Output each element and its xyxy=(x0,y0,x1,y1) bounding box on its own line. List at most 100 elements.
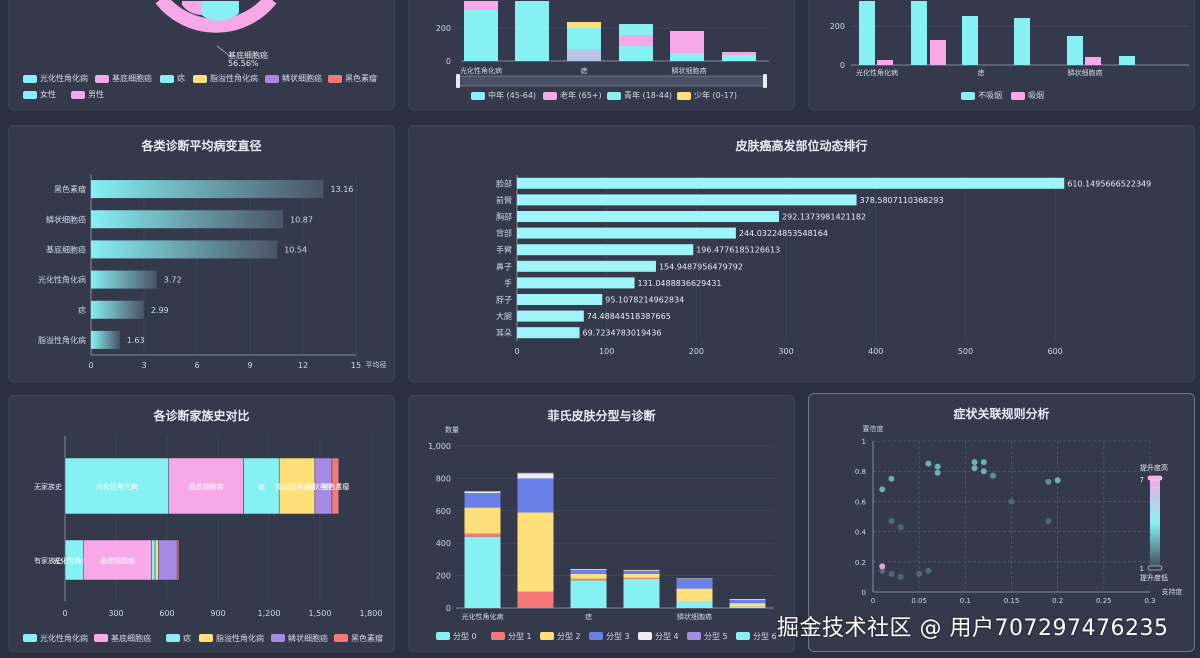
bar xyxy=(517,177,1065,189)
value-label: 244.03224853548164 xyxy=(739,229,828,238)
legend-swatch xyxy=(94,634,108,642)
bar xyxy=(859,1,875,65)
legend-label: 分型 5 xyxy=(704,632,728,641)
bar-segment xyxy=(570,580,607,608)
legend-item[interactable]: 中年 (45-64) xyxy=(471,90,536,101)
category-label: 有家族史 xyxy=(34,556,62,565)
scatter-point xyxy=(879,563,886,570)
bar xyxy=(1085,57,1101,65)
value-label: 13.16 xyxy=(330,185,353,194)
bar-segment xyxy=(623,570,660,574)
bar-segment xyxy=(729,599,766,600)
bar-segment xyxy=(670,31,704,53)
bar xyxy=(91,240,278,259)
legend-swatch xyxy=(491,632,505,640)
legend-item[interactable]: 基底细胞癌 xyxy=(95,73,152,84)
age-group-panel: 200 0 光化性角化病 痣 鳞状细胞癌 中年 (45-64) 老年 (65+)… xyxy=(408,0,795,110)
legend-item[interactable]: 不吸烟 xyxy=(961,90,1002,101)
legend-label: 分型 1 xyxy=(508,632,532,641)
x-tick: 12 xyxy=(298,361,308,370)
x-tick: 1,800 xyxy=(360,609,383,618)
bar xyxy=(517,211,780,222)
bar-segment xyxy=(158,539,178,581)
x-tick: 鳞状细胞癌 xyxy=(677,612,712,621)
assoc-rules-chart: 0 0.05 0.1 0.15 0.2 0.25 0.3 0 0.2 0.4 0.6 0.8 1 置信度支… xyxy=(855,424,1183,605)
y-tick: 200 xyxy=(436,572,451,581)
legend-swatch xyxy=(543,91,557,100)
bar-segment xyxy=(567,49,601,61)
value-label: 3.72 xyxy=(164,276,182,285)
value-label: 154.9487956479792 xyxy=(659,262,743,271)
bar-segment xyxy=(464,533,501,537)
bar xyxy=(517,310,584,322)
category-label: 脸部 xyxy=(496,178,512,188)
legend-swatch xyxy=(436,632,450,640)
bar xyxy=(517,244,694,256)
bar-segment xyxy=(243,457,280,515)
x-tick: 100 xyxy=(599,347,614,356)
panel-title: 症状关联规则分析 xyxy=(953,407,1050,421)
x-tick: 光化性角化病 xyxy=(856,68,898,77)
category-label: 基底细胞癌 xyxy=(46,244,86,254)
category-label: 大腿 xyxy=(496,311,512,321)
value-label: 196.4776185126613 xyxy=(696,246,780,255)
pie-slice-label: 基底细胞癌 xyxy=(228,51,268,60)
legend-item[interactable]: 少年 (0-17) xyxy=(677,90,737,101)
legend-item[interactable]: 吸烟 xyxy=(1011,90,1044,101)
legend-item[interactable]: 男性 xyxy=(71,89,104,100)
value-label: 292.1373981421182 xyxy=(782,213,866,222)
y-tick: 200 xyxy=(436,24,451,33)
bar-segment xyxy=(464,507,501,534)
legend-swatch xyxy=(265,74,279,83)
category-label: 无家族史 xyxy=(34,482,62,491)
bar xyxy=(91,210,284,229)
scatter-point xyxy=(971,465,978,472)
y-tick: 0 xyxy=(862,589,866,597)
x-tick: 0 xyxy=(88,361,93,370)
bar-segment xyxy=(623,569,660,571)
segment-label: 光化性角化病 xyxy=(96,482,138,491)
legend-item[interactable]: 老年 (65+) xyxy=(543,90,602,101)
legend-label: 分型 4 xyxy=(655,632,679,641)
bar-segment xyxy=(623,578,660,608)
bar-segment xyxy=(729,606,766,608)
value-label: 378.5807110368293 xyxy=(860,196,944,205)
panel-title: 皮肤癌高发部位动态排行 xyxy=(735,139,868,153)
x-tick: 300 xyxy=(108,609,123,618)
x-tick: 1,500 xyxy=(309,609,332,618)
legend-item[interactable]: 脂溢性角化病 xyxy=(193,73,258,84)
panel-title: 各诊断家族史对比 xyxy=(153,409,250,423)
bar xyxy=(1014,18,1030,65)
legend-item[interactable]: 鳞状细胞癌 xyxy=(265,73,322,84)
y-tick: 0 xyxy=(446,604,451,613)
bar-segment xyxy=(515,1,549,61)
scatter-point xyxy=(916,570,923,577)
datazoom-handle-left xyxy=(456,74,460,88)
bar xyxy=(517,194,857,206)
legend-item[interactable]: 青年 (18-44) xyxy=(607,90,672,101)
legend-item[interactable]: 女性 xyxy=(23,89,56,100)
bar-segment xyxy=(83,539,152,581)
bar-segment xyxy=(517,478,554,513)
scatter-point xyxy=(897,573,904,580)
legend-swatch xyxy=(23,90,37,99)
bar-segment xyxy=(464,491,501,493)
x-tick: 0.3 xyxy=(1144,597,1155,605)
segment-label: 黑色素瘤 xyxy=(321,482,349,491)
x-tick: 0.05 xyxy=(911,597,927,605)
bar-segment xyxy=(176,539,180,581)
legend-item[interactable]: 黑色素瘤 xyxy=(328,73,377,84)
bar-segment xyxy=(464,536,501,608)
y-tick: 0.6 xyxy=(855,498,867,506)
legend-label: 基底细胞癌 xyxy=(111,633,151,643)
bar-segment xyxy=(676,588,713,602)
legend-item[interactable]: 痣 xyxy=(160,73,185,84)
value-label: 69.7234783019436 xyxy=(583,329,662,338)
bar-segment xyxy=(517,473,554,479)
bar xyxy=(930,40,946,65)
legend-item[interactable]: 光化性角化病 xyxy=(23,73,88,84)
category-label: 背部 xyxy=(496,228,512,238)
y-tick: 0.8 xyxy=(855,468,866,476)
x-tick: 9 xyxy=(247,361,252,370)
category-label: 前臂 xyxy=(496,195,512,205)
